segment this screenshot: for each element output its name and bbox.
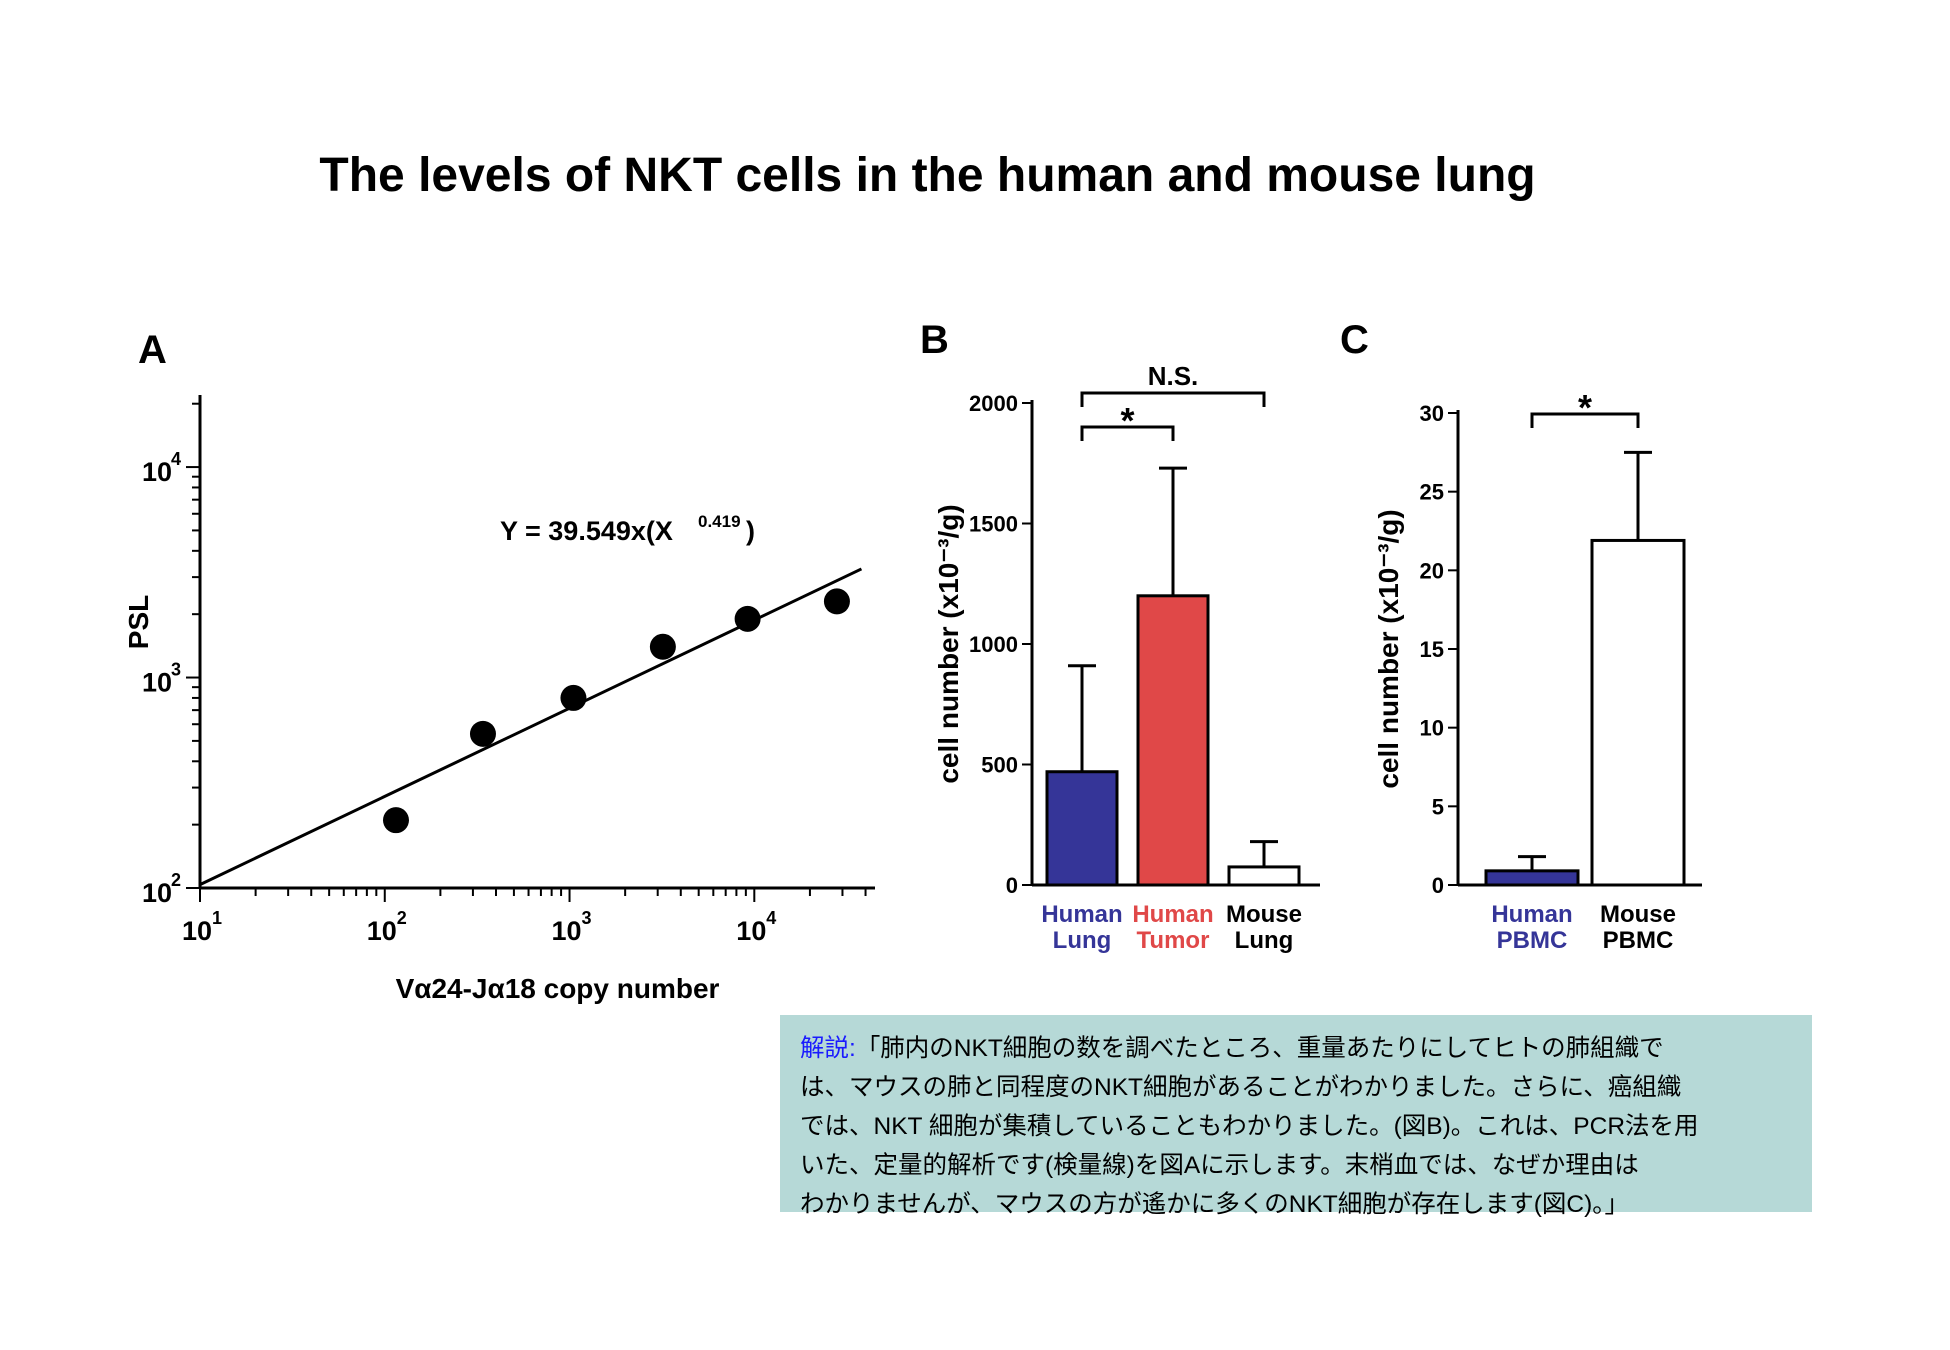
- b-significance-label: *: [1120, 400, 1134, 441]
- panel-a-label: A: [138, 328, 167, 372]
- b-significance-bracket: [1080, 425, 1175, 441]
- panel-b-label: B: [920, 318, 949, 362]
- page-title: The levels of NKT cells in the human and…: [319, 149, 1536, 202]
- explanation-line-4: いた、定量的解析です(検量線)を図Aに示します。末梢血では、なぜか理由は: [800, 1152, 1639, 1179]
- a-x-tick-label: 10: [367, 916, 397, 946]
- c-category-label: Mouse: [1600, 901, 1676, 928]
- b-y-tick-label: 1500: [969, 512, 1018, 537]
- b-significance-label: N.S.: [1148, 361, 1199, 391]
- a-data-point: [560, 684, 587, 711]
- a-data-point: [649, 633, 676, 660]
- c-category-label: PBMC: [1497, 927, 1568, 954]
- a-x-tick-label: 10: [736, 916, 766, 946]
- c-category-label: Human: [1491, 901, 1572, 928]
- a-x-tick-exponent: 4: [766, 908, 776, 928]
- explanation-line-3: では、NKT 細胞が集積していることもわかりました。(図B)。これは、PCR法を…: [800, 1113, 1699, 1140]
- explanation-box: 解説:「肺内のNKT細胞の数を調べたところ、重量あたりにしてヒトの肺組織で は、…: [780, 1015, 1812, 1218]
- b-category-label: Tumor: [1137, 927, 1210, 954]
- a-y-axis-label: PSL: [123, 595, 154, 649]
- panel-c-label: C: [1340, 318, 1369, 362]
- c-y-axis-label: cell number (x10⁻³/g): [1373, 509, 1404, 788]
- b-y-tick-label: 1000: [969, 632, 1018, 657]
- a-equation-close: ): [746, 516, 755, 546]
- b-y-tick-label: 500: [981, 753, 1018, 778]
- a-data-point: [382, 807, 409, 834]
- a-data-point: [734, 605, 761, 632]
- a-y-tick-exponent: 4: [171, 449, 181, 469]
- b-category-label: Human: [1132, 901, 1213, 928]
- a-x-tick-exponent: 1: [212, 908, 222, 928]
- c-significance-bracket: [1530, 412, 1640, 428]
- b-y-axis-label: cell number (x10⁻³/g): [933, 504, 964, 783]
- b-category-label: Lung: [1235, 927, 1294, 954]
- c-bar: [1484, 869, 1580, 887]
- c-y-tick-label: 20: [1420, 558, 1444, 583]
- a-data-point: [823, 588, 850, 615]
- b-y-tick-label: 2000: [969, 391, 1018, 416]
- c-y-tick-label: 5: [1432, 794, 1444, 819]
- a-y-tick-exponent: 3: [171, 660, 181, 680]
- b-significance-bracket: [1080, 391, 1266, 407]
- c-y-tick-label: 25: [1420, 480, 1444, 505]
- b-bar: [1136, 594, 1210, 887]
- b-category-label: Mouse: [1226, 901, 1302, 928]
- c-bar: [1590, 538, 1686, 887]
- explanation-line-5: わかりませんが、マウスの方が遙かに多くのNKT細胞が存在します(図C)。」: [800, 1191, 1630, 1218]
- a-data-point: [469, 720, 496, 747]
- a-fit-line: [199, 567, 863, 886]
- b-category-label: Human: [1041, 901, 1122, 928]
- c-y-tick-label: 15: [1420, 637, 1444, 662]
- a-equation-exponent: 0.419: [698, 512, 741, 531]
- a-x-tick-exponent: 2: [397, 908, 407, 928]
- c-y-tick-label: 10: [1420, 716, 1444, 741]
- b-bar: [1227, 865, 1301, 887]
- a-y-tick-exponent: 2: [171, 870, 181, 890]
- explanation-line-1: 「肺内のNKT細胞の数を調べたところ、重量あたりにしてヒトの肺組織で: [855, 1035, 1664, 1062]
- a-x-axis-label: Vα24-Jα18 copy number: [396, 973, 720, 1004]
- explanation-line-2: は、マウスの肺と同程度のNKT細胞があることがわかりました。さらに、癌組織: [800, 1074, 1682, 1101]
- a-x-tick-label: 10: [552, 916, 582, 946]
- a-equation: Y = 39.549x(X: [500, 516, 673, 546]
- a-x-tick-exponent: 3: [582, 908, 592, 928]
- a-y-tick-label: 10: [142, 878, 172, 908]
- c-significance-label: *: [1578, 387, 1592, 428]
- a-x-tick-label: 10: [182, 916, 212, 946]
- a-y-tick-label: 10: [142, 668, 172, 698]
- c-y-tick-label: 30: [1420, 401, 1444, 426]
- b-category-label: Lung: [1053, 927, 1112, 954]
- explanation-label: 解説:: [800, 1035, 856, 1062]
- a-y-tick-label: 10: [142, 457, 172, 487]
- c-y-tick-label: 0: [1432, 873, 1444, 898]
- c-category-label: PBMC: [1603, 927, 1674, 954]
- b-y-tick-label: 0: [1006, 873, 1018, 898]
- b-bar: [1045, 770, 1119, 887]
